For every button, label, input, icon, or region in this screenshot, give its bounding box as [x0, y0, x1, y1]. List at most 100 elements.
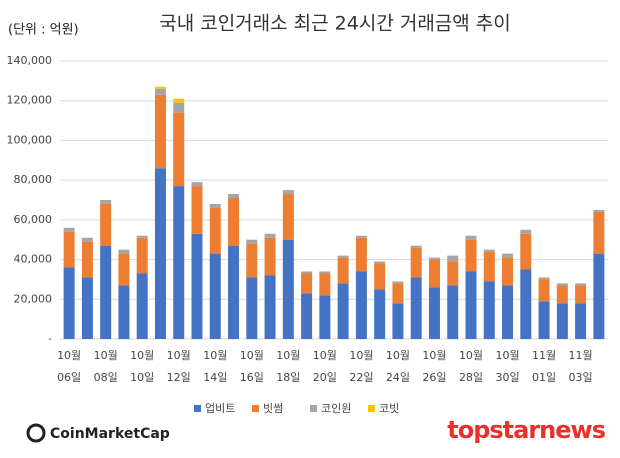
x-tick-label: 10월: [459, 349, 483, 362]
bar-segment: [520, 233, 532, 270]
bar-segment: [246, 239, 258, 244]
bar-segment: [465, 235, 477, 240]
bar-segment: [136, 273, 148, 339]
bar-segment: [374, 289, 386, 339]
bar-segment: [191, 233, 203, 339]
bar-segment: [520, 229, 532, 234]
bar-segment: [154, 168, 166, 339]
x-tick-label: 26일: [422, 370, 446, 384]
bar-segment: [538, 277, 550, 280]
bar-segment: [483, 251, 495, 282]
legend-swatch: [310, 405, 317, 412]
bar-segment: [228, 198, 240, 246]
bar-segment: [282, 190, 294, 195]
bar-segment: [301, 271, 313, 274]
bar-segment: [374, 261, 386, 264]
bar-segment: [410, 245, 422, 248]
bar-segment: [81, 277, 93, 339]
bar-segment: [228, 245, 240, 339]
y-tick-label: 20,000: [14, 292, 53, 305]
bar-segment: [63, 227, 75, 232]
bar-segment: [191, 182, 203, 187]
x-tick-label: 06일: [57, 370, 81, 384]
bar-segment: [502, 285, 514, 339]
bar-segment: [154, 86, 166, 89]
source: CoinMarketCap: [50, 426, 170, 442]
bar-segment: [502, 257, 514, 286]
legend-swatch: [368, 405, 375, 412]
bar-segment: [282, 194, 294, 240]
bar-segment: [246, 277, 258, 339]
bar-segment: [556, 303, 568, 339]
bar-segment: [593, 211, 605, 254]
bar-segment: [154, 88, 166, 95]
bar-segment: [428, 259, 440, 288]
bar-segment: [428, 257, 440, 260]
bar-segment: [118, 253, 130, 286]
bar-segment: [502, 253, 514, 258]
x-tick-label: 10월: [349, 349, 373, 362]
y-tick-label: 140,000: [7, 54, 53, 67]
bar-segment: [392, 283, 404, 304]
bar-segment: [575, 283, 587, 286]
bar-segment: [154, 94, 166, 169]
bar-segment: [118, 285, 130, 339]
bar-segment: [447, 261, 459, 286]
x-tick-label: 10월: [130, 349, 154, 362]
x-tick-label: 10월: [240, 349, 264, 362]
x-tick-label: 11월: [532, 349, 556, 362]
bar-segment: [118, 249, 130, 254]
bar-segment: [410, 247, 422, 278]
bar-segment: [173, 98, 185, 103]
logo-icon: [26, 423, 46, 443]
bar-segment: [337, 255, 349, 258]
bar-segment: [337, 283, 349, 339]
bar-segment: [319, 295, 331, 339]
y-tick-label: 120,000: [7, 94, 53, 107]
watermark: topstarnews: [447, 416, 605, 444]
bar-segment: [337, 257, 349, 284]
bar-segment: [447, 285, 459, 339]
legend-label: 코인원: [321, 402, 351, 415]
y-tick-label: 60,000: [14, 213, 53, 226]
bar-segment: [81, 241, 93, 278]
bar-segment: [100, 200, 112, 204]
chart-title: 국내 코인거래소 최근 24시간 거래금액 추이: [159, 13, 511, 35]
bar-segment: [264, 275, 276, 339]
x-tick-label: 11월: [569, 349, 593, 362]
legend-label: 코빗: [379, 402, 399, 415]
bar-segment: [301, 293, 313, 339]
bar-segment: [556, 285, 568, 304]
bar-segment: [538, 279, 550, 302]
x-tick-label: 10월: [276, 349, 300, 362]
bar-segment: [355, 271, 367, 339]
unit-note: (단위 : 억원): [8, 23, 79, 38]
bar-segment: [136, 237, 148, 274]
x-tick-label: 12일: [167, 370, 191, 384]
x-tick-label: 20일: [313, 370, 337, 384]
bar-segment: [209, 203, 221, 208]
y-tick-label: 40,000: [14, 253, 53, 266]
x-tick-label: 10월: [94, 349, 118, 362]
x-tick-label: 10일: [130, 370, 154, 384]
bar-segment: [465, 239, 477, 272]
bar-segment: [319, 273, 331, 296]
x-tick-label: 10월: [386, 349, 410, 362]
bar-segment: [556, 283, 568, 286]
x-tick-label: 08일: [94, 370, 118, 384]
x-tick-label: 30일: [495, 370, 519, 384]
bar-segment: [483, 281, 495, 339]
bar-segment: [81, 237, 93, 242]
bar-segment: [575, 303, 587, 339]
bar-segment: [301, 273, 313, 294]
legend-label: 빗썸: [263, 402, 283, 415]
x-tick-label: 16일: [240, 370, 264, 384]
bar-segment: [63, 231, 75, 268]
bar-segment: [173, 112, 185, 187]
x-tick-label: 18일: [276, 370, 300, 384]
x-tick-label: 28일: [459, 370, 483, 384]
bar-segment: [228, 194, 240, 199]
bar-segment: [209, 207, 221, 254]
bar-segment: [392, 281, 404, 284]
